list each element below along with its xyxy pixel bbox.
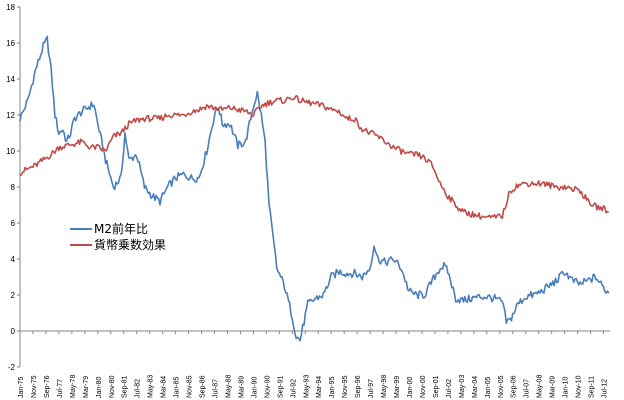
x-tick-label: Nov-75	[31, 375, 38, 398]
x-tick-label: Sep-86	[200, 375, 207, 398]
x-tick-label: May-93	[303, 375, 310, 398]
legend-label-money-multiplier: 貨幣乗数効果	[94, 237, 166, 252]
x-tick-label: Nov-10	[576, 375, 583, 398]
y-tick-label: 6	[11, 219, 16, 228]
y-axis: -2 0 2 4 6 8 10 12 14 16 18	[6, 3, 21, 372]
y-tick-label: 12	[6, 111, 15, 120]
x-tick-label: Sep-91	[277, 375, 284, 398]
x-tick-label: Mar-84	[161, 376, 168, 398]
plot-area	[19, 35, 610, 342]
y-tick-label: 0	[11, 327, 16, 336]
x-tick-label: Jan-05	[485, 376, 492, 398]
x-tick-label: Jul-02	[446, 379, 453, 398]
x-tick-label: Nov-95	[342, 375, 349, 398]
x-tick-label: Jan-10	[563, 376, 570, 398]
legend: M2前年比 貨幣乗数効果	[70, 221, 166, 252]
x-tick-label: Jul-77	[57, 379, 64, 398]
x-tick-label: Nov-85	[187, 375, 194, 398]
x-tick-label: Jul-82	[135, 379, 142, 398]
x-tick-label: Nov-00	[420, 375, 427, 398]
x-tick-label: Jan-85	[174, 376, 181, 398]
x-tick-label: May-88	[225, 375, 232, 398]
y-tick-label: 2	[11, 291, 16, 300]
x-tick-label: Sep-76	[44, 375, 51, 398]
x-tick-label: Jul-87	[213, 379, 220, 398]
x-tick-label: Jan-80	[96, 376, 103, 398]
y-tick-label: -2	[8, 363, 16, 372]
y-tick-label: 16	[6, 39, 15, 48]
x-tick-label: Sep-96	[355, 375, 362, 398]
x-tick-label: Mar-09	[550, 376, 557, 398]
y-tick-label: 18	[6, 3, 15, 12]
x-tick-label: Jul-97	[368, 379, 375, 398]
x-tick-label: Sep-06	[511, 375, 518, 398]
x-tick-label: Sep-81	[122, 375, 129, 398]
x-tick-label: Jul-07	[524, 379, 531, 398]
y-tick-label: 14	[6, 75, 15, 84]
x-tick-label: Jan-90	[251, 376, 258, 398]
x-tick-label: Sep-11	[589, 376, 596, 398]
x-axis: Jan-75 Nov-75 Sep-76 Jul-77 May-78 Mar-79 Jan-…	[18, 330, 610, 398]
x-tick-label: Jan-00	[407, 376, 414, 398]
x-tick-label: Mar-99	[394, 376, 401, 398]
x-tick-label: May-03	[459, 375, 466, 398]
x-tick-label: Jul-92	[290, 379, 297, 398]
x-tick-label: Jan-95	[329, 376, 336, 398]
x-tick-label: May-83	[148, 375, 155, 398]
x-tick-label: Nov-05	[498, 375, 505, 398]
y-tick-label: 10	[6, 147, 15, 156]
x-tick-label: Mar-79	[83, 376, 90, 398]
x-tick-label: May-78	[70, 375, 77, 398]
x-tick-label: May-08	[537, 375, 544, 398]
x-tick-label: Mar-04	[472, 376, 479, 398]
x-tick-label: Mar-89	[238, 376, 245, 398]
y-tick-label: 4	[11, 255, 16, 264]
x-tick-label: May-98	[381, 375, 388, 398]
y-tick-label: 8	[11, 183, 16, 192]
x-tick-label: Jul-12	[602, 379, 609, 398]
series-line-1	[19, 94, 610, 220]
x-tick-label: Nov-90	[264, 375, 271, 398]
legend-label-m2: M2前年比	[94, 221, 148, 236]
x-tick-label: Mar-94	[316, 376, 323, 398]
series-line-0	[19, 35, 610, 342]
x-tick-label: Nov-80	[109, 375, 116, 398]
x-tick-label: Jan-75	[18, 376, 25, 398]
x-tick-label: Sep-01	[433, 375, 440, 398]
